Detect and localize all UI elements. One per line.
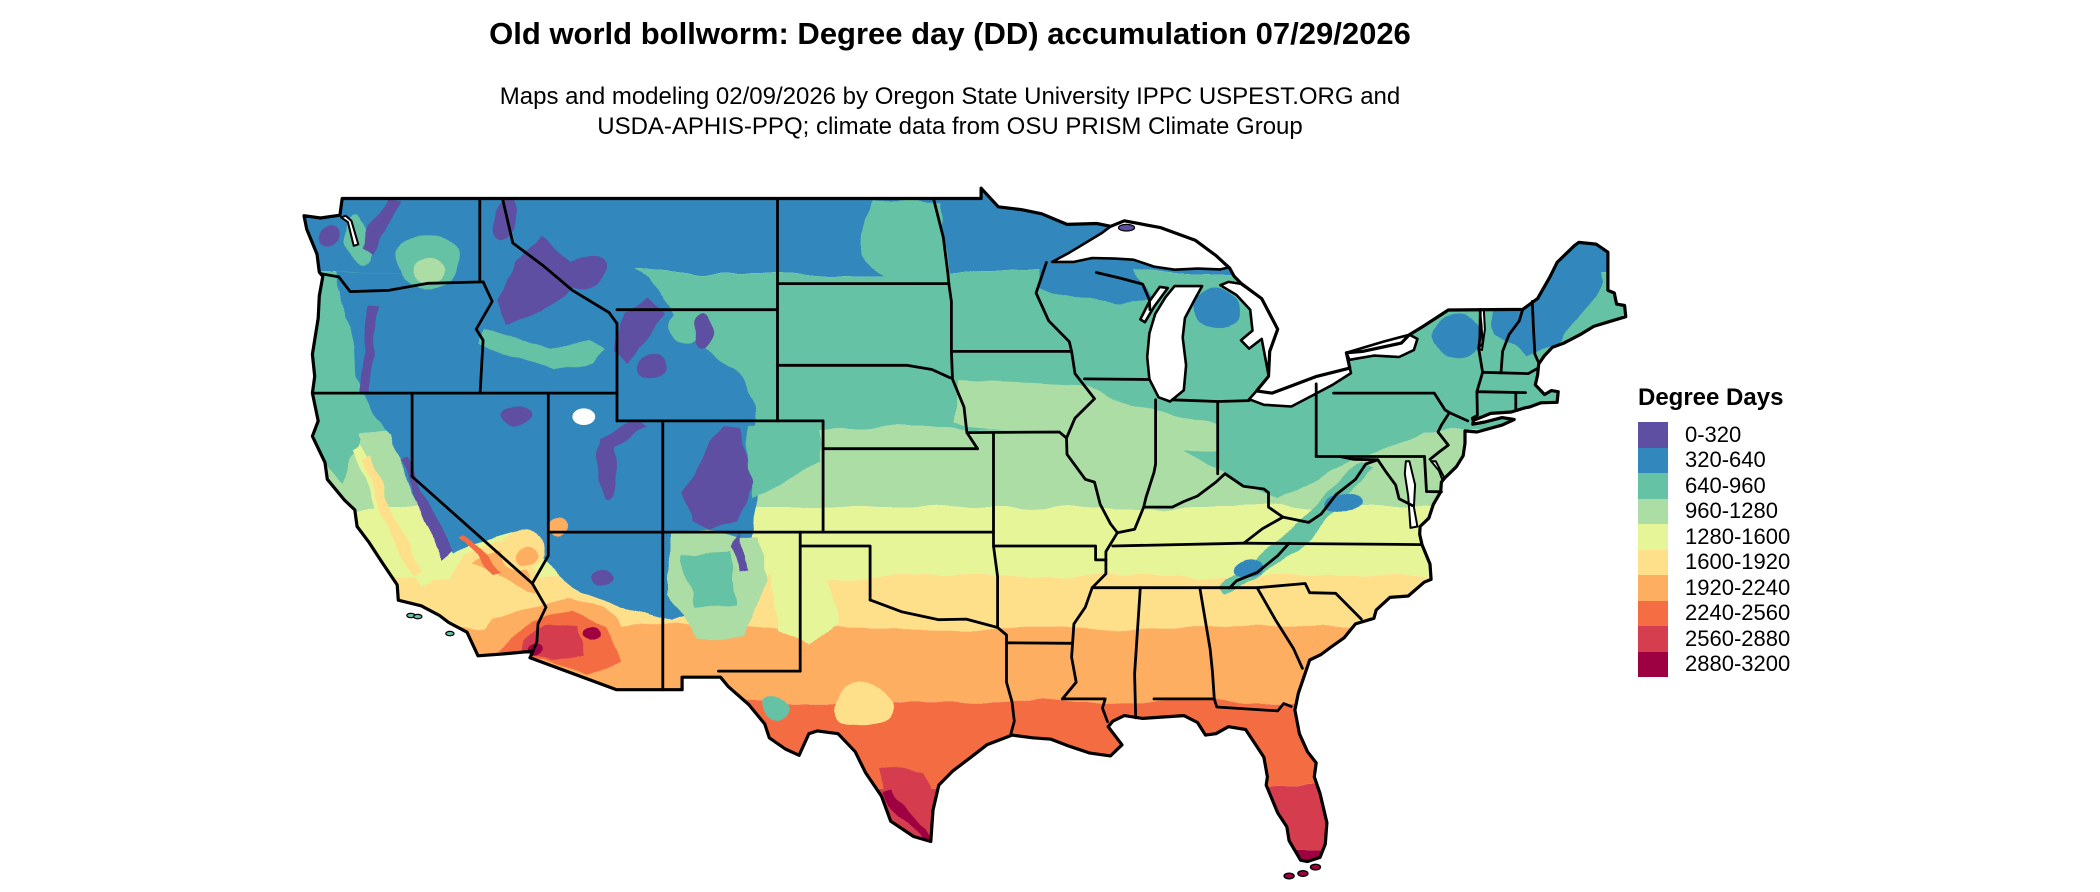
legend-swatch bbox=[1638, 626, 1668, 652]
figure-title: Old world bollworm: Degree day (DD) accu… bbox=[489, 16, 1411, 51]
legend-swatch bbox=[1638, 575, 1668, 601]
legend-entry: 0-320 bbox=[1638, 422, 1790, 448]
figure-subtitle: Maps and modeling 02/09/2026 by Oregon S… bbox=[0, 82, 1900, 142]
legend-label: 1920-2240 bbox=[1685, 574, 1791, 600]
legend-entry: 960-1280 bbox=[1638, 498, 1790, 524]
legend: Degree Days 0-320 320-640 640-960 960-1280 1… bbox=[1638, 384, 1790, 677]
legend-entry: 1920-2240 bbox=[1638, 575, 1790, 601]
legend-label: 2880-3200 bbox=[1685, 651, 1791, 677]
legend-entry: 2560-2880 bbox=[1638, 626, 1790, 652]
offshore-islands bbox=[406, 223, 1322, 880]
legend-swatch bbox=[1638, 447, 1668, 473]
legend-label: 640-960 bbox=[1685, 472, 1766, 498]
legend-entries: 0-320 320-640 640-960 960-1280 1280-1600 1600… bbox=[1638, 422, 1790, 677]
legend-swatch bbox=[1638, 651, 1668, 677]
legend-entry: 320-640 bbox=[1638, 447, 1790, 473]
legend-entry: 2880-3200 bbox=[1638, 651, 1791, 677]
subtitle-line-2: USDA-APHIS-PPQ; climate data from OSU PR… bbox=[597, 113, 1303, 140]
legend-entry: 1280-1600 bbox=[1638, 524, 1790, 550]
legend-title: Degree Days bbox=[1638, 384, 1784, 411]
legend-entry: 1600-1920 bbox=[1638, 549, 1791, 575]
legend-swatch bbox=[1638, 524, 1668, 550]
legend-label: 1600-1920 bbox=[1685, 549, 1791, 575]
subtitle-line-1: Maps and modeling 02/09/2026 by Oregon S… bbox=[499, 83, 1401, 110]
legend-label: 960-1280 bbox=[1685, 498, 1778, 524]
state-borders bbox=[311, 197, 1540, 736]
legend-label: 2560-2880 bbox=[1685, 625, 1791, 651]
legend-label: 2240-2560 bbox=[1685, 600, 1791, 626]
legend-label: 1280-1600 bbox=[1685, 523, 1791, 549]
legend-entry: 640-960 bbox=[1638, 473, 1790, 499]
legend-swatch bbox=[1638, 473, 1668, 499]
us-coastline bbox=[302, 186, 1628, 864]
legend-entry: 2240-2560 bbox=[1638, 600, 1791, 626]
legend-label: 320-640 bbox=[1685, 447, 1766, 473]
legend-swatch bbox=[1638, 422, 1668, 448]
legend-swatch bbox=[1638, 498, 1668, 524]
legend-swatch bbox=[1638, 549, 1668, 575]
legend-swatch bbox=[1638, 600, 1668, 626]
legend-label: 0-320 bbox=[1685, 421, 1742, 447]
